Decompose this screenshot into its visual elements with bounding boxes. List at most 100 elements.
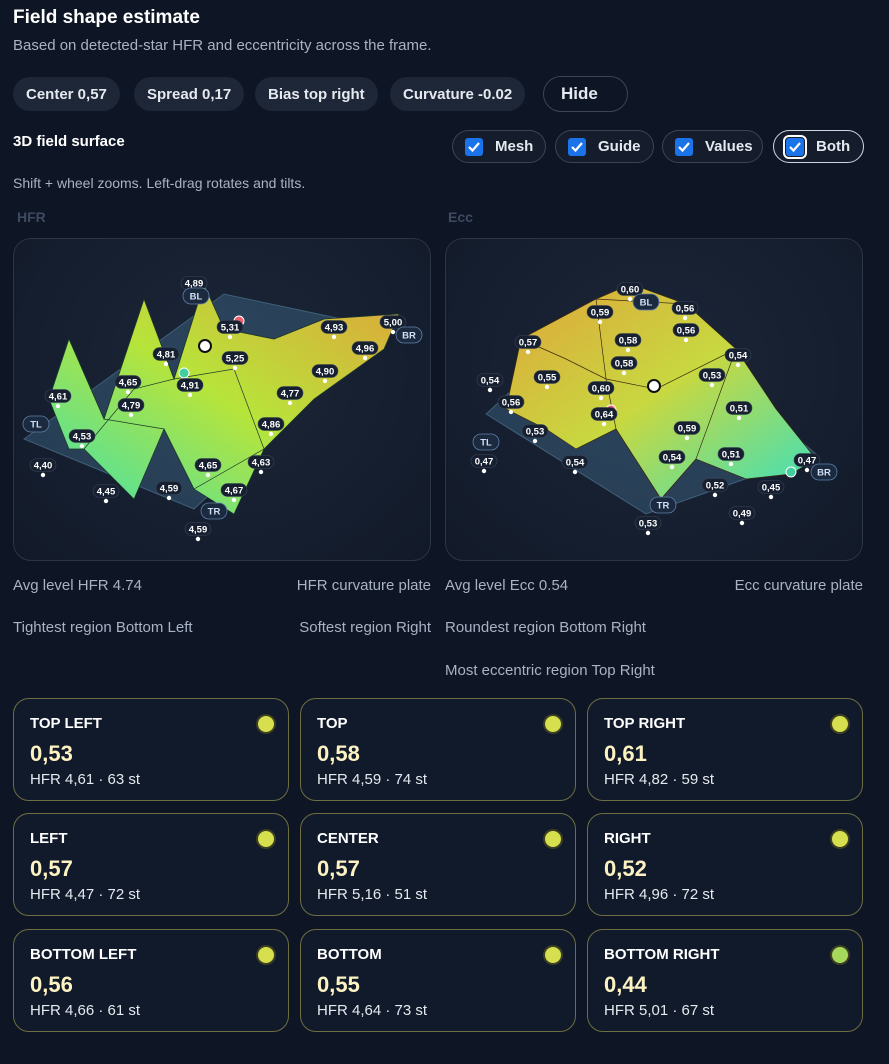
value-label: 0,60 (592, 384, 611, 395)
value-label: 4,91 (181, 381, 200, 392)
point (709, 382, 715, 388)
region-card[interactable]: CENTER 0,57 HFR 5,16 · 51 st (300, 813, 576, 916)
card-value: 0,57 (30, 856, 73, 881)
stat: Most eccentric region Top Right (445, 662, 655, 679)
point (525, 349, 531, 355)
toggle[interactable]: Mesh (452, 130, 546, 163)
point (125, 389, 131, 395)
ecc-surface[interactable]: 0,600,59 0,560,57 0,580,560,540,550,580,53… (446, 239, 864, 562)
toggle[interactable]: Guide (555, 130, 654, 163)
hide-button[interactable]: Hide (543, 76, 628, 112)
point (598, 395, 604, 401)
value-label: 0,53 (526, 427, 545, 438)
value-pill (351, 341, 379, 355)
point (166, 495, 172, 501)
card-detail: HFR 5,01 · 67 st (604, 1002, 715, 1019)
corner-tag (395, 326, 423, 344)
card-detail: HFR 4,61 · 63 st (30, 771, 141, 788)
hfr-surface[interactable]: 4,89 5,31 4,93 5,00 4,96 4,81 5,25 4,65 4,91 4,90… (14, 239, 432, 562)
value-label: 0,56 (676, 304, 695, 315)
corner-tag (200, 502, 228, 520)
region-card[interactable]: LEFT 0,57 HFR 4,47 · 72 st (13, 813, 289, 916)
value-label: 4,96 (356, 344, 375, 355)
region-card[interactable]: RIGHT 0,52 HFR 4,96 · 72 st (587, 813, 863, 916)
mesh (68, 283, 325, 420)
value-label: 4,77 (281, 389, 300, 400)
value-pill (92, 484, 120, 498)
region-card[interactable]: TOP RIGHT 0,61 HFR 4,82 · 59 st (587, 698, 863, 801)
value-label: 0,47 (475, 457, 494, 468)
toggle-label: Both (816, 138, 851, 155)
value-pill (610, 356, 638, 370)
value-pill (247, 455, 275, 469)
hfr-panel[interactable]: 4,89 5,31 4,93 5,00 4,96 4,81 5,25 4,65 4,91 4,90… (13, 238, 431, 561)
value-label: 0,45 (762, 483, 781, 494)
point (683, 337, 689, 343)
value-label: 0,59 (591, 308, 610, 319)
corner-tag (810, 463, 838, 481)
value-label: 0,51 (722, 450, 741, 461)
value-label: 0,49 (733, 509, 752, 520)
point (163, 361, 169, 367)
section-title: 3D field surface (13, 133, 125, 150)
point (205, 472, 211, 478)
center-marker (647, 379, 661, 393)
value-pill (44, 389, 72, 403)
point (597, 319, 603, 325)
region-card[interactable]: TOP LEFT 0,53 HFR 4,61 · 63 st (13, 698, 289, 801)
check (789, 141, 801, 152)
value-label: 0,52 (706, 481, 725, 492)
point (79, 443, 85, 449)
card-value: 0,56 (30, 972, 73, 997)
status-dot (258, 831, 274, 847)
point (331, 334, 337, 340)
value-pill (221, 351, 249, 365)
point (532, 438, 538, 444)
check (571, 141, 583, 152)
region-card[interactable]: BOTTOM RIGHT 0,44 HFR 5,01 · 67 st (587, 929, 863, 1032)
region-card[interactable]: TOP 0,58 HFR 4,59 · 74 st (300, 698, 576, 801)
value-pill (614, 333, 642, 347)
chip: Spread 0,17 (134, 77, 245, 111)
status-dot (258, 716, 274, 732)
corner-tag (649, 496, 677, 514)
value-pill (470, 454, 498, 468)
value-label: 4,63 (252, 458, 271, 469)
value-pill (561, 455, 589, 469)
region-card[interactable]: BOTTOM 0,55 HFR 4,64 · 73 st (300, 929, 576, 1032)
point (128, 412, 134, 418)
point (322, 378, 328, 384)
toggle[interactable]: Values (662, 130, 763, 163)
toggle[interactable]: Both (773, 130, 864, 163)
value-label: 0,58 (615, 359, 634, 370)
status-dot (258, 947, 274, 963)
value-label: 4,81 (157, 350, 176, 361)
toggle-label: Guide (598, 138, 641, 155)
ecc-panel[interactable]: 0,60 0,59 0,56 0,57 0,58 0,56 0,54 0,55 0,58 0,53… (445, 238, 863, 561)
card-name: TOP LEFT (30, 715, 102, 732)
value-label: 4,86 (262, 420, 281, 431)
value-label: 4,45 (97, 487, 116, 498)
value-pill (514, 335, 542, 349)
hint: Shift + wheel zooms. Left-drag rotates a… (13, 175, 306, 191)
value-label: 0,59 (678, 424, 697, 435)
value-label: 0,51 (730, 404, 749, 415)
card-name: TOP (317, 715, 348, 732)
value-pill (728, 506, 756, 520)
card-name: BOTTOM (317, 946, 382, 963)
card-value: 0,52 (604, 856, 647, 881)
value-pill (194, 458, 222, 472)
checkbox (783, 134, 807, 159)
point (669, 464, 675, 470)
value-label: 0,53 (639, 519, 658, 530)
value-label: 4,65 (119, 378, 138, 389)
value-pill (152, 347, 180, 361)
toggle-label: Mesh (495, 138, 534, 155)
point (735, 362, 741, 368)
region-card[interactable]: BOTTOM LEFT 0,56 HFR 4,66 · 61 st (13, 929, 289, 1032)
value-pill (698, 368, 726, 382)
check (678, 141, 690, 152)
point (684, 435, 690, 441)
corner-label: TR (657, 501, 670, 512)
card-value: 0,53 (30, 741, 73, 766)
